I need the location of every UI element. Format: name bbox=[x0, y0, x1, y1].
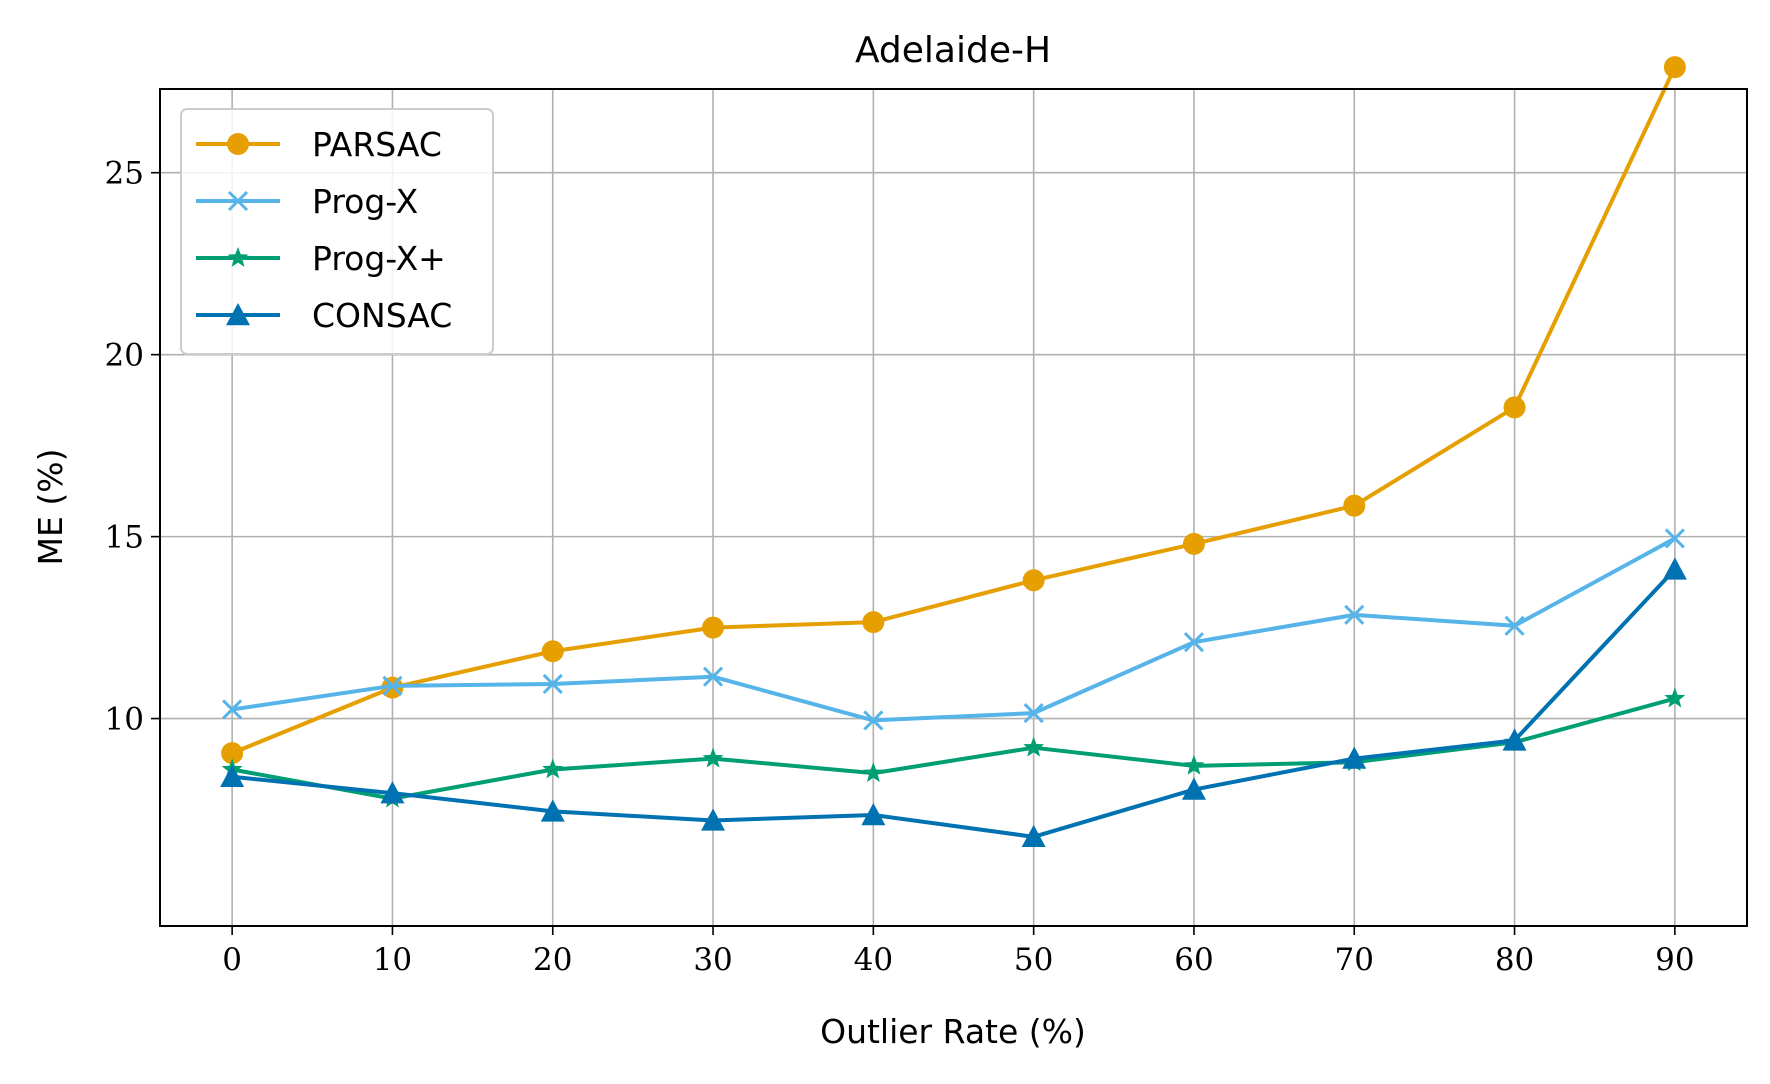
legend-item-prog-x: Prog-X+ bbox=[196, 239, 446, 278]
x-tick-label: 20 bbox=[533, 942, 572, 978]
data-point-parsac bbox=[862, 611, 885, 634]
data-point-prog-x bbox=[1183, 632, 1205, 653]
data-point-prog-x bbox=[1344, 604, 1365, 625]
data-point-parsac bbox=[1022, 569, 1045, 592]
data-point-consac bbox=[220, 764, 245, 787]
x-axis-ticks: 0 10 20 30 40 50 60 70 80 90 bbox=[222, 926, 1695, 978]
legend-label-prog-x: Prog-X bbox=[312, 182, 418, 221]
data-point-consac bbox=[1662, 557, 1687, 580]
data-point-prog-x-stroke bbox=[863, 710, 884, 731]
data-point-prog-x bbox=[1183, 754, 1205, 775]
data-point-consac bbox=[861, 803, 886, 826]
x-tick-label: 50 bbox=[1014, 942, 1053, 978]
series-line-consac bbox=[231, 568, 1677, 839]
data-point-prog-x-stroke bbox=[382, 675, 403, 696]
x-tick-label: 70 bbox=[1335, 942, 1374, 978]
x-tick-label: 60 bbox=[1174, 942, 1213, 978]
data-point-consac bbox=[540, 799, 565, 822]
data-point-consac bbox=[701, 808, 726, 831]
data-point-prog-x-stroke bbox=[1504, 615, 1525, 636]
legend-item-consac: CONSAC bbox=[196, 296, 452, 335]
data-point-parsac bbox=[221, 742, 244, 765]
series-line-prog-x bbox=[231, 696, 1676, 801]
data-point-prog-x bbox=[222, 699, 243, 720]
data-point-prog-x bbox=[1023, 736, 1045, 757]
data-point-prog-x bbox=[1664, 687, 1686, 708]
chart-title: Adelaide-H bbox=[855, 30, 1051, 71]
data-point-prog-x bbox=[542, 758, 564, 779]
y-tick-label: 25 bbox=[105, 156, 144, 192]
data-point-parsac bbox=[1503, 396, 1526, 419]
series-line-prog-x bbox=[231, 536, 1676, 723]
data-point-prog-x bbox=[1664, 528, 1685, 549]
data-point-prog-x bbox=[542, 673, 563, 695]
legend-item-prog-x: Prog-X bbox=[196, 182, 418, 221]
legend-items: PARSAC Prog-X Prog-X+ CONSAC bbox=[196, 125, 452, 335]
data-point-prog-x bbox=[1504, 615, 1525, 636]
x-tick-label: 0 bbox=[222, 942, 242, 978]
y-tick-label: 20 bbox=[105, 338, 144, 374]
plot-frame bbox=[159, 88, 1748, 927]
legend-frame bbox=[180, 108, 494, 355]
x-axis-label: Outlier Rate (%) bbox=[820, 1012, 1086, 1051]
x-tick-label: 90 bbox=[1655, 942, 1694, 978]
data-point-consac bbox=[380, 781, 405, 804]
grid-lines bbox=[160, 89, 1747, 926]
data-point-parsac bbox=[1663, 56, 1686, 79]
x-tick-label: 10 bbox=[373, 942, 412, 978]
series-prog-x bbox=[222, 528, 1685, 731]
data-point-parsac bbox=[702, 616, 725, 639]
x-tick-label: 80 bbox=[1495, 942, 1534, 978]
data-point-prog-x-stroke bbox=[1664, 528, 1685, 549]
data-point-prog-x bbox=[702, 666, 724, 687]
legend: PARSAC Prog-X Prog-X+ CONSAC bbox=[180, 108, 494, 355]
legend-marker-consac bbox=[226, 303, 250, 326]
legend-marker-prog-x bbox=[227, 190, 249, 212]
data-point-prog-x-stroke bbox=[222, 699, 243, 720]
data-point-consac bbox=[1181, 777, 1206, 800]
legend-label-parsac: PARSAC bbox=[312, 125, 442, 164]
legend-label-consac: CONSAC bbox=[312, 296, 452, 335]
data-point-prog-x bbox=[863, 710, 884, 731]
data-point-consac bbox=[1342, 746, 1367, 769]
data-point-prog-x-stroke bbox=[702, 666, 724, 687]
data-point-consac bbox=[1502, 728, 1527, 751]
data-point-parsac bbox=[1343, 494, 1366, 517]
y-tick-label: 10 bbox=[105, 702, 144, 738]
data-point-prog-x-stroke bbox=[1183, 632, 1205, 653]
data-point-parsac bbox=[1182, 532, 1205, 555]
y-axis-ticks: 10 15 20 25 bbox=[105, 156, 160, 738]
legend-marker-prog-x-stroke bbox=[227, 190, 249, 212]
series-consac bbox=[220, 557, 1687, 848]
data-point-prog-x bbox=[702, 747, 724, 768]
data-point-prog-x bbox=[862, 762, 884, 783]
legend-label-prog-x: Prog-X+ bbox=[312, 239, 446, 278]
data-point-prog-x-stroke bbox=[1023, 703, 1044, 724]
data-point-prog-x bbox=[382, 675, 403, 696]
y-axis-label: ME (%) bbox=[31, 449, 70, 566]
data-point-prog-x-stroke bbox=[542, 673, 563, 695]
legend-marker-prog-x bbox=[227, 247, 249, 267]
legend-item-parsac: PARSAC bbox=[196, 125, 442, 164]
series-line-parsac bbox=[231, 66, 1677, 755]
data-point-prog-x bbox=[1023, 703, 1044, 724]
x-tick-label: 30 bbox=[693, 942, 732, 978]
x-tick-label: 40 bbox=[854, 942, 893, 978]
legend-marker-parsac bbox=[227, 133, 249, 155]
y-tick-label: 15 bbox=[105, 520, 144, 556]
data-point-prog-x-stroke bbox=[1344, 604, 1365, 625]
series-layer bbox=[220, 56, 1687, 848]
data-point-parsac bbox=[541, 640, 564, 663]
data-point-consac bbox=[1021, 824, 1046, 848]
